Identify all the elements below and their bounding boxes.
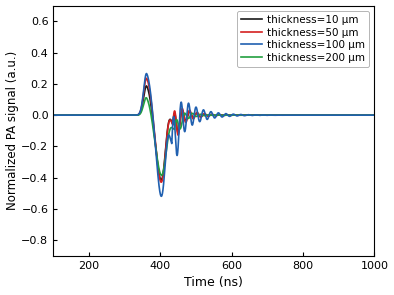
thickness=100 μm bbox=[67, 113, 72, 117]
thickness=100 μm bbox=[241, 114, 246, 117]
thickness=10 μm bbox=[241, 113, 246, 117]
thickness=10 μm bbox=[255, 113, 260, 117]
thickness=50 μm bbox=[241, 113, 246, 117]
thickness=200 μm bbox=[289, 113, 294, 117]
thickness=100 μm bbox=[255, 113, 260, 117]
thickness=200 μm bbox=[159, 173, 164, 177]
thickness=50 μm bbox=[289, 113, 294, 117]
thickness=50 μm bbox=[159, 181, 164, 184]
thickness=100 μm bbox=[372, 113, 377, 117]
thickness=100 μm bbox=[167, 135, 172, 138]
thickness=10 μm bbox=[159, 178, 164, 182]
thickness=200 μm bbox=[372, 113, 377, 117]
thickness=100 μm bbox=[51, 113, 56, 117]
thickness=50 μm bbox=[51, 113, 56, 117]
thickness=50 μm bbox=[167, 118, 172, 122]
X-axis label: Time (ns): Time (ns) bbox=[184, 276, 243, 289]
Line: thickness=100 μm: thickness=100 μm bbox=[53, 73, 374, 196]
thickness=100 μm bbox=[159, 195, 164, 198]
Legend: thickness=10 μm, thickness=50 μm, thickness=100 μm, thickness=200 μm: thickness=10 μm, thickness=50 μm, thickn… bbox=[237, 11, 369, 67]
thickness=200 μm bbox=[241, 113, 246, 117]
thickness=100 μm bbox=[289, 113, 294, 117]
thickness=200 μm bbox=[51, 113, 56, 117]
thickness=10 μm bbox=[306, 113, 311, 117]
thickness=10 μm bbox=[144, 84, 149, 88]
Line: thickness=200 μm: thickness=200 μm bbox=[53, 98, 374, 175]
thickness=50 μm bbox=[306, 113, 311, 117]
thickness=10 μm bbox=[289, 113, 294, 117]
thickness=200 μm bbox=[306, 113, 311, 117]
thickness=200 μm bbox=[167, 129, 172, 132]
Line: thickness=50 μm: thickness=50 μm bbox=[53, 78, 374, 182]
thickness=10 μm bbox=[51, 113, 56, 117]
Y-axis label: Normalized PA signal (a.u.): Normalized PA signal (a.u.) bbox=[6, 51, 19, 210]
thickness=50 μm bbox=[372, 113, 377, 117]
thickness=100 μm bbox=[144, 72, 149, 75]
thickness=100 μm bbox=[306, 113, 311, 117]
thickness=10 μm bbox=[67, 113, 72, 117]
thickness=50 μm bbox=[144, 76, 149, 80]
thickness=200 μm bbox=[255, 113, 260, 117]
thickness=10 μm bbox=[372, 113, 377, 117]
thickness=200 μm bbox=[67, 113, 72, 117]
thickness=50 μm bbox=[67, 113, 72, 117]
thickness=10 μm bbox=[167, 118, 172, 121]
Line: thickness=10 μm: thickness=10 μm bbox=[53, 86, 374, 180]
thickness=200 μm bbox=[144, 96, 149, 99]
thickness=50 μm bbox=[255, 113, 260, 117]
